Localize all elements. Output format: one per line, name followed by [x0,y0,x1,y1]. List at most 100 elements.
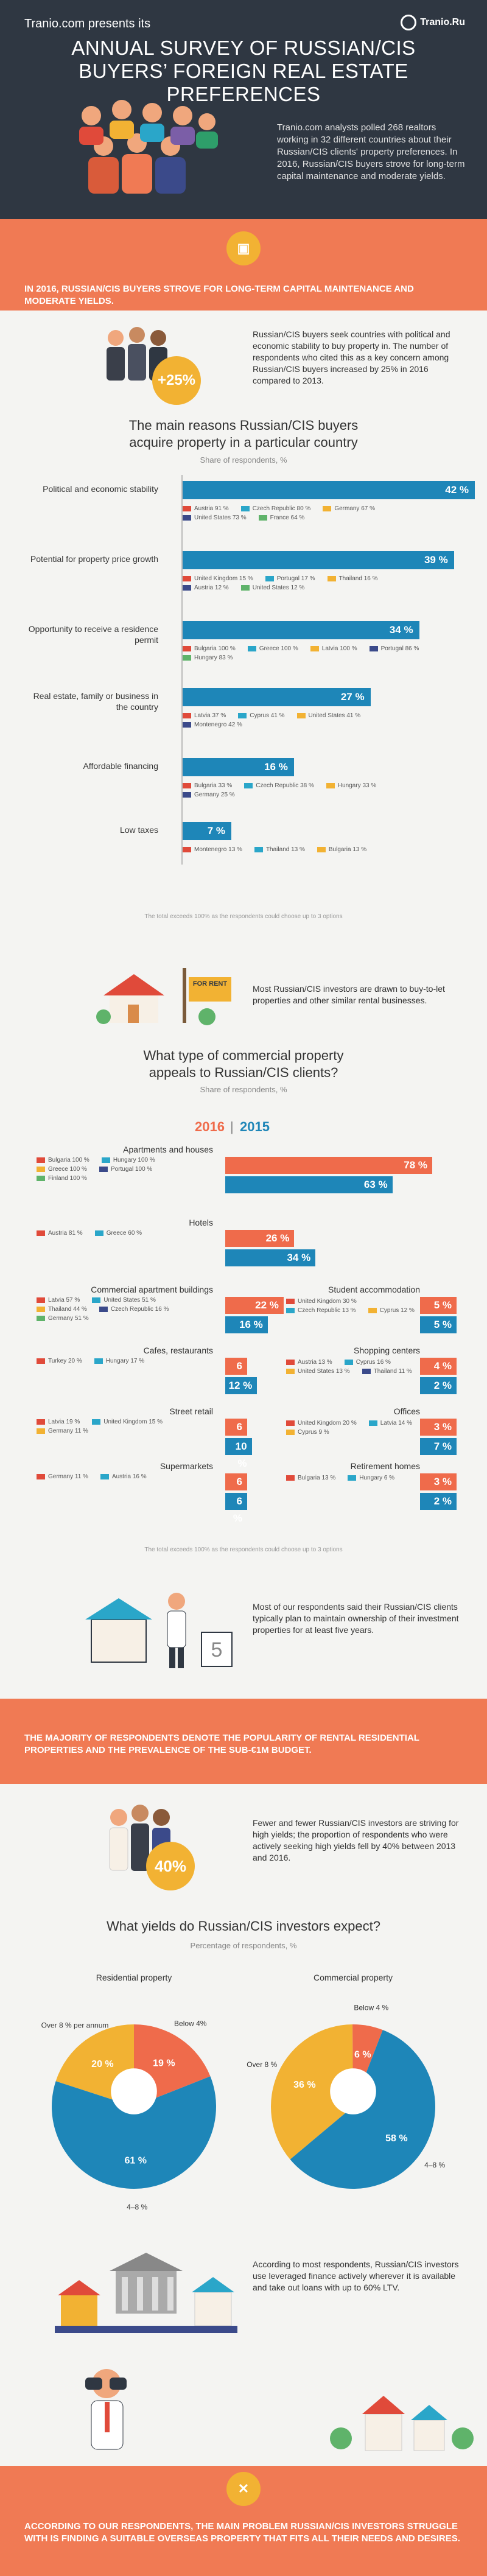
country-text: Germany 51 % [48,1315,89,1322]
country-text: Germany 11 % [48,1473,88,1480]
country-text: Latvia 37 % [194,712,226,719]
country-text: Latvia 100 % [321,645,357,652]
country-text: Greece 60 % [106,1230,142,1237]
yields-badge-section: 40% Fewer and fewer Russian/CIS investor… [0,1784,487,1906]
country-text: Germany 25 % [194,791,235,798]
flag-icon [326,782,335,788]
country-text: Cyprus 41 % [250,712,285,719]
reason-label: Low taxes [119,825,158,835]
country-item: Germany 11 % [37,1473,88,1480]
country-text: Turkey 20 % [48,1358,82,1364]
majority-band-text: THE MAJORITY OF RESPONDENTS DENOTE THE P… [24,1733,419,1755]
bar-2015: 2 % [420,1377,457,1394]
commercial-slice-value: 58 % [385,2133,407,2144]
reason-label: Potential for property price growth [30,554,158,564]
country-item: Montenegro 13 % [183,846,242,853]
commercial-countries: Latvia 57 % United States 51 % Thailand 44… [37,1297,189,1322]
finance-text: According to most respondents, Russian/C… [253,2259,459,2292]
country-text: Bulgaria 13 % [298,1475,336,1481]
country-item: Hungary 17 % [94,1358,144,1364]
commercial-note: The total exceeds 100% as the respondent… [144,1546,343,1553]
reason-countries: Montenegro 13 % Thailand 13 % Bulgaria 13 … [183,846,426,853]
commercial-label: Retirement homes [350,1461,420,1471]
country-item: Thailand 11 % [362,1368,412,1375]
commercial-label: Supermarkets [159,1461,213,1471]
country-text: Hungary 83 % [194,655,233,661]
commercial-countries: Bulgaria 13 % Hungary 6 % [286,1475,417,1481]
capital-band: ▣ IN 2016, RUSSIAN/CIS BUYERS STROVE FOR… [0,219,487,311]
country-item: Austria 16 % [100,1473,147,1480]
country-item: Bulgaria 13 % [317,846,366,853]
yields-pies: 20 % Over 8 % per annum 19 % Below 4% 61 % 4–… [41,2004,446,2211]
bank-illustration [55,2253,237,2333]
country-text: Czech Republic 16 % [110,1306,169,1313]
bar-2015: 12 % [225,1377,258,1394]
country-text: Austria 91 % [194,505,229,512]
flag-icon [317,846,326,852]
flag-icon [286,1429,295,1435]
residential-slice [51,2076,217,2189]
country-item: United States 51 % [92,1297,156,1304]
reason-label: Opportunity to receive a residence permi… [28,624,158,645]
bar-2016: 3 % [420,1419,457,1436]
country-item: United States 41 % [296,712,360,719]
flag-icon [99,1166,108,1172]
country-item: Thailand 13 % [254,846,305,853]
flag-icon [183,846,191,852]
country-text: United Kingdom 15 % [103,1419,163,1425]
flag-icon [286,1307,295,1313]
country-item: Hungary 6 % [348,1475,394,1481]
country-text: Hungary 33 % [337,782,377,789]
country-text: Thailand 13 % [265,846,305,853]
legend-2016: 2016 [195,1119,225,1134]
country-text: Bulgaria 100 % [194,645,236,652]
bar-2015: 34 % [225,1249,316,1266]
bar-2016: 5 % [420,1297,457,1314]
country-text: Germany 11 % [48,1428,88,1434]
flag-icon [37,1428,45,1434]
flag-icon [37,1306,45,1312]
country-item: United Kingdom 30 % [286,1298,357,1305]
country-text: Thailand 44 % [48,1306,87,1313]
yields-title: What yields do Russian/CIS investors exp… [107,1918,380,1934]
country-text: Austria 16 % [111,1473,147,1480]
country-text: Portugal 100 % [110,1166,153,1173]
commercial-countries: Turkey 20 % Hungary 17 % [37,1358,189,1364]
country-text: Cyprus 9 % [298,1429,329,1436]
yields-subtitle: Percentage of respondents, % [190,1941,297,1950]
bar-2016: 6 % [225,1358,247,1389]
commercial-slice-value: 36 % [293,2080,315,2090]
page-title: ANNUAL SURVEY OF RUSSIAN/CIS BUYERS’ FOR… [71,37,416,105]
flag-icon [286,1298,295,1304]
country-text: Montenegro 42 % [194,721,242,728]
country-item: Bulgaria 13 % [286,1475,335,1481]
flag-icon [92,1297,101,1303]
commercial-countries: United Kingdom 20 % Latvia 14 % Cyprus 9 % [286,1420,417,1436]
country-text: United Kingdom 30 % [298,1298,357,1305]
reason-countries: United Kingdom 15 % Portugal 17 % Thailand… [183,575,426,591]
presents-text: Tranio.com presents its [24,17,151,30]
reason-bar: 16 % [183,758,294,776]
country-item: Greece 100 % [37,1166,87,1173]
country-text: Hungary 17 % [105,1358,145,1364]
flag-icon [92,1419,101,1425]
intro-paragraph: Tranio.com analysts polled 268 realtors … [277,122,465,181]
header-section: Tranio.com presents its Tranio.Ru ANNUAL… [0,0,487,219]
residential-center [111,2068,157,2114]
commercial-slice-value: 6 % [354,2050,371,2060]
country-item: Latvia 100 % [310,645,357,652]
commercial-slice-label: Over 8 % [247,2060,277,2069]
bar-2016: 78 % [225,1157,432,1174]
commercial-label: Shopping centers [354,1346,420,1355]
country-item: Hungary 83 % [183,655,233,661]
commercial-pie-title: Commercial property [314,1973,393,1982]
country-item: United States 73 % [183,514,247,521]
country-text: Greece 100 % [48,1166,87,1173]
country-item: Czech Republic 38 % [244,782,314,789]
residential-slice-label: 4–8 % [127,2203,147,2211]
flag-icon [238,712,247,718]
flag-icon [183,584,191,591]
flag-icon [348,1475,357,1481]
country-item: Bulgaria 33 % [183,782,232,789]
country-text: Portugal 17 % [276,575,315,582]
